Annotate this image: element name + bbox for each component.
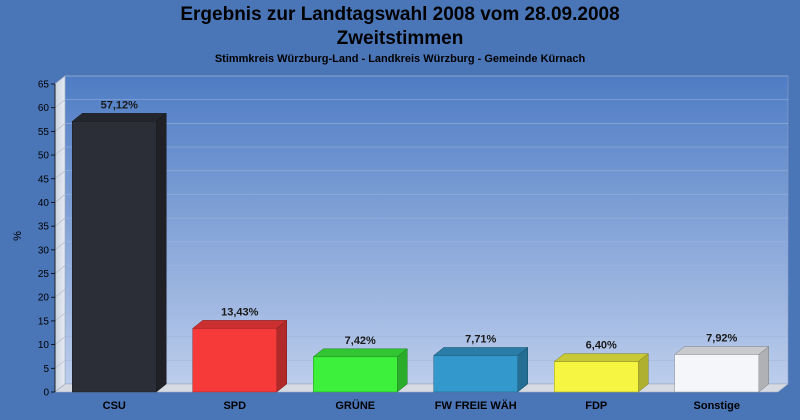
x-category-label: SPD: [223, 400, 246, 412]
bar-spd: 13,43%: [192, 306, 288, 393]
bar-top: [674, 346, 770, 355]
category-labels: CSU SPD GRÜNE FW FREIE WÄH FDP Sonstige: [103, 399, 740, 412]
bar-top: [553, 353, 649, 362]
x-category-label: CSU: [103, 400, 126, 412]
y-tick-label: 0: [43, 388, 49, 399]
bar-value-label: 7,92%: [706, 332, 737, 344]
plot-left-wall: [54, 75, 66, 393]
bar-top: [312, 348, 408, 358]
bar-fw-freie-w-h: 7,71%: [433, 333, 529, 393]
y-tick-label: 5: [43, 364, 49, 375]
y-axis-label: %: [12, 231, 24, 241]
x-category-label: Sonstige: [694, 400, 740, 412]
bar-value-label: 57,12%: [101, 99, 139, 111]
y-tick-label: 40: [38, 198, 50, 209]
bars: 57,12% 13,43% 7,42% 7,71% 6,40% 7,92%: [71, 99, 770, 393]
bar-csu: 57,12%: [71, 99, 167, 393]
bar-side: [276, 319, 287, 393]
bar-front: [674, 354, 759, 393]
plot-back-wall: [64, 75, 789, 385]
y-tick-label: 65: [38, 80, 50, 91]
y-tick-label: 20: [38, 293, 50, 304]
bar-front: [192, 328, 277, 393]
grid-line-wall: [54, 146, 66, 156]
bar-front: [72, 121, 157, 393]
x-category-label: FDP: [585, 400, 607, 412]
grid-line-wall: [54, 75, 66, 85]
grid-line-wall: [54, 265, 66, 274]
grid-line-wall: [54, 99, 66, 108]
bar-top: [192, 320, 288, 329]
bar-front: [554, 361, 639, 393]
chart-title-line2: Zweitstimmen: [336, 28, 464, 49]
x-category-label: FW FREIE WÄH: [435, 399, 517, 412]
chart-subtitle: Stimmkreis Würzburg-Land - Landkreis Wür…: [214, 53, 586, 65]
grid-line-wall: [54, 312, 66, 322]
bar-sonstige: 7,92%: [674, 332, 770, 393]
bar-top: [71, 113, 167, 122]
grid-lines: [54, 75, 788, 369]
y-tick-label: 30: [38, 245, 50, 256]
grid-line-wall: [54, 241, 66, 251]
bar-value-label: 6,40%: [586, 340, 617, 352]
bar-fdp: 6,40%: [553, 340, 649, 393]
grid-line-wall: [54, 336, 66, 345]
bar-front: [313, 356, 398, 393]
chart-title: Ergebnis zur Landtagswahl 2008 vom 28.09…: [180, 4, 620, 25]
y-tick-label: 25: [38, 269, 50, 280]
grid-line-wall: [54, 123, 66, 132]
bar-front: [433, 355, 518, 393]
bar-gr-ne: 7,42%: [312, 335, 408, 393]
bar-value-label: 13,43%: [221, 306, 259, 318]
x-category-label: GRÜNE: [335, 399, 375, 412]
bar-side: [156, 112, 167, 393]
grid-line-wall: [54, 194, 66, 203]
grid-line-wall: [54, 288, 66, 298]
y-tick-label: 10: [38, 340, 50, 351]
grid-line-wall: [54, 217, 66, 227]
y-tick-label: 60: [38, 103, 50, 114]
bar-value-label: 7,42%: [345, 335, 376, 347]
bar-value-label: 7,71%: [465, 333, 496, 345]
y-tick-label: 50: [38, 151, 50, 162]
grid-line-wall: [54, 360, 66, 369]
y-tick-label: 55: [38, 127, 50, 138]
y-tick-label: 35: [38, 222, 50, 233]
grid-line-wall: [54, 170, 66, 180]
bar-top: [433, 347, 529, 356]
y-tick-label: 45: [38, 174, 50, 185]
y-axis: 0 5 10 15 20 25 30 35 40 45 50 55 60 65: [38, 80, 56, 399]
y-tick-label: 15: [38, 316, 50, 327]
